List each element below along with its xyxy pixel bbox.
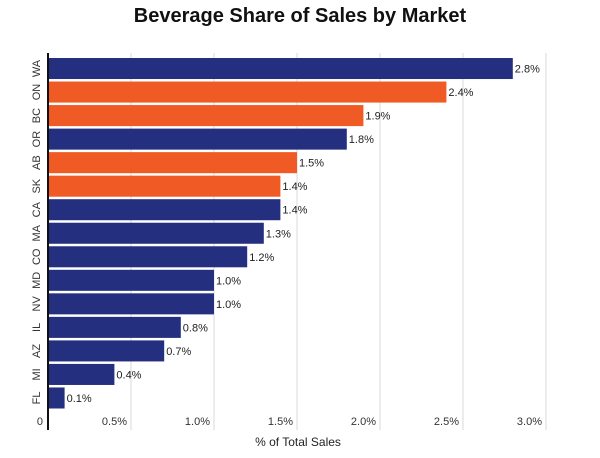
category-label: AZ [31, 344, 43, 358]
x-tick-labels: 0 0.5% 1.0% 1.5% 2.0% 2.5% 3.0% [37, 416, 542, 428]
x-tick-label: 1.5% [268, 416, 293, 428]
chart-title: Beverage Share of Sales by Market [133, 5, 467, 27]
category-label: AB [31, 155, 43, 170]
bar-fl [48, 387, 65, 409]
value-label: 1.0% [216, 299, 241, 311]
category-label: WA [31, 59, 43, 77]
bars [48, 58, 513, 409]
bar-ma [48, 222, 264, 244]
value-label: 0.7% [166, 346, 191, 358]
x-tick-label: 3.0% [517, 416, 542, 428]
bar-on [48, 81, 447, 103]
value-labels: 2.8% 2.4% 1.9% 1.8% 1.5% 1.4% 1.4% 1.3% 1.2% 1.0%… [67, 64, 540, 405]
category-label: MD [31, 272, 43, 289]
category-label: MA [31, 224, 43, 241]
category-label: IL [31, 323, 43, 332]
value-label: 1.2% [249, 252, 274, 264]
value-label: 0.8% [183, 322, 208, 334]
value-label: 1.3% [266, 228, 291, 240]
value-label: 1.0% [216, 275, 241, 287]
x-tick-label: 0.5% [102, 416, 127, 428]
bar-nv [48, 293, 214, 315]
value-label: 1.5% [299, 158, 324, 170]
bar-wa [48, 58, 513, 80]
bar-az [48, 340, 165, 362]
bar-co [48, 246, 248, 268]
bar-ca [48, 199, 281, 221]
x-tick-label: 1.0% [185, 416, 210, 428]
x-axis-title: % of Total Sales [255, 435, 341, 449]
value-label: 1.8% [349, 134, 374, 146]
category-label: MI [31, 368, 43, 380]
category-label: CO [31, 248, 43, 265]
category-label: CA [31, 201, 43, 217]
category-label: OR [31, 131, 43, 148]
category-label: ON [31, 84, 43, 101]
x-tick-label: 2.0% [351, 416, 376, 428]
bar-or [48, 128, 347, 150]
value-label: 2.8% [515, 64, 540, 76]
value-label: 1.9% [365, 111, 390, 123]
value-label: 1.4% [282, 181, 307, 193]
bar-sk [48, 175, 281, 197]
bar-md [48, 269, 214, 291]
bar-il [48, 316, 181, 338]
bar-mi [48, 363, 115, 385]
x-tick-label: 0 [37, 416, 43, 428]
category-label: FL [31, 392, 43, 405]
category-label: NV [31, 296, 43, 312]
bar-ab [48, 152, 297, 174]
value-label: 2.4% [448, 87, 473, 99]
category-label: SK [31, 178, 43, 193]
value-label: 1.4% [282, 205, 307, 217]
category-labels: WA ON BC OR AB SK CA MA CO MD NV IL AZ MI FL [31, 59, 43, 404]
category-label: BC [31, 108, 43, 123]
bar-bc [48, 105, 364, 127]
x-tick-label: 2.5% [434, 416, 459, 428]
value-label: 0.4% [116, 369, 141, 381]
value-label: 0.1% [67, 393, 92, 405]
